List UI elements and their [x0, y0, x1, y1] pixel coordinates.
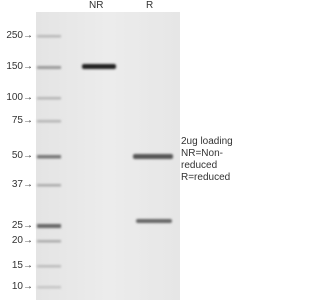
marker-label: 10→: [11, 281, 33, 292]
annotation-line: R=reduced: [181, 172, 231, 183]
lane-label: NR: [89, 0, 104, 11]
lane-label: R: [146, 0, 154, 11]
annotation-line: NR=Non-: [181, 148, 223, 159]
marker-label: 250→: [6, 30, 33, 41]
ladder: [37, 35, 61, 289]
sample-bands: [82, 64, 173, 223]
marker-label: 15→: [11, 260, 33, 271]
marker-label: 75→: [11, 115, 33, 126]
annotation-line: reduced: [181, 160, 218, 171]
annotation-line: 2ug loading: [181, 136, 233, 147]
marker-label: 20→: [11, 235, 33, 246]
annotation: 2ug loading NR=Non-reduced R=reduced: [181, 136, 233, 184]
marker-label: 37→: [11, 179, 33, 190]
marker-label: 50→: [11, 150, 33, 161]
blot-figure: NR R 2ug loading NR=Non-reduced R=reduced …: [6, 0, 233, 300]
marker-label: 100→: [6, 92, 33, 103]
marker-label: 25→: [11, 220, 33, 231]
marker-label: 150→: [6, 61, 33, 72]
gel: [36, 12, 180, 300]
